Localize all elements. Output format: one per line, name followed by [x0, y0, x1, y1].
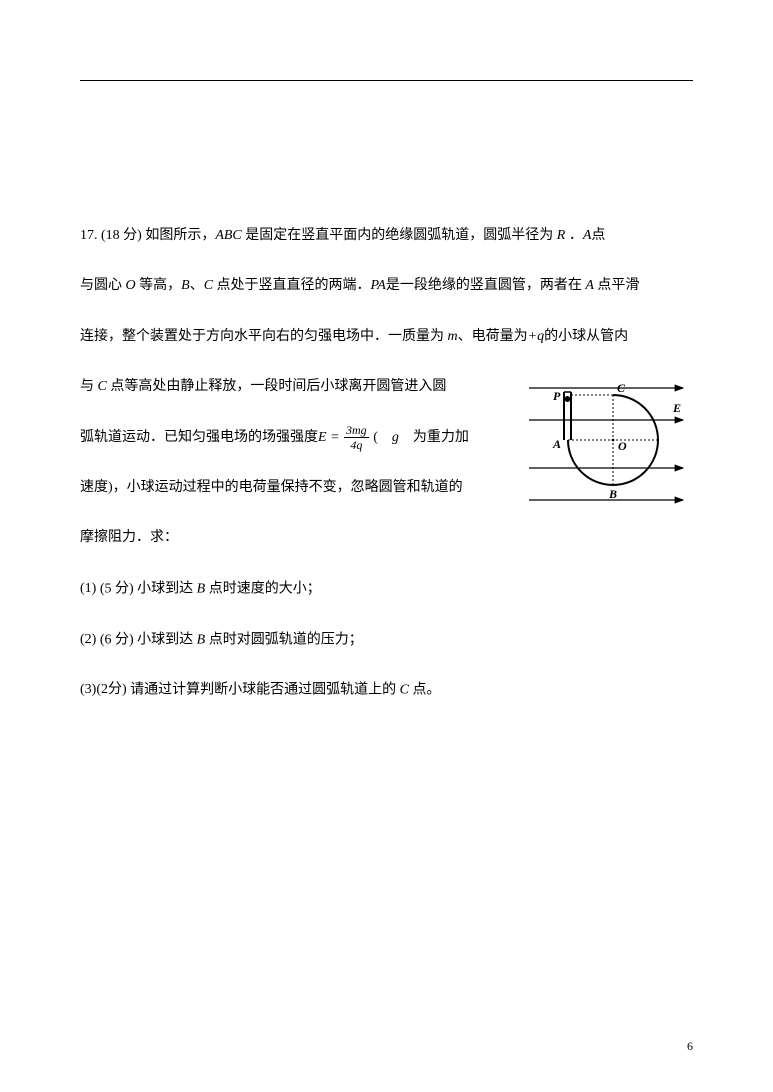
var-C2: C	[98, 379, 107, 394]
t2f: 点平滑	[594, 278, 640, 293]
t3a: 连接，整个装置处于方向水平向右的匀强电场中．一质量为	[80, 329, 448, 344]
line-1: 17. (18 分) 如图所示，ABC 是固定在竖直平面内的绝缘圆弧轨道，圆弧半…	[80, 211, 693, 261]
sub-question-1: (1) (5 分) 小球到达 B 点时速度的大小；	[80, 564, 693, 615]
sub3-text2: 点。	[409, 683, 441, 698]
sub1-label: (1)	[80, 564, 96, 614]
fraction: 3mg4q	[344, 424, 369, 451]
page: 17. (18 分) 如图所示，ABC 是固定在竖直平面内的绝缘圆弧轨道，圆弧半…	[0, 0, 773, 1092]
var-C1: C	[204, 278, 213, 293]
sub2-text2: 点时对圆弧轨道的压力；	[205, 632, 363, 647]
var-abc: ABC	[215, 228, 241, 243]
t6a: 速度)，小球运动过程中的电荷量保持不变，忽略圆管和轨道的	[80, 480, 463, 495]
t2a: 与圆心	[80, 278, 126, 293]
fig-label-C: C	[617, 381, 626, 395]
fig-label-E: E	[672, 401, 681, 415]
var-A2: A	[585, 278, 594, 293]
sub2-text: 小球到达	[137, 632, 197, 647]
sub2-pts: (6 分)	[100, 632, 134, 647]
var-plusq: +q	[528, 329, 544, 344]
t1a: 如图所示，	[145, 228, 215, 243]
t5a: 弧轨道运动．已知匀强电场的场强强度	[80, 430, 318, 445]
var-B: B	[181, 278, 190, 293]
eq-E: E	[318, 430, 327, 445]
t7a: 摩擦阻力．求：	[80, 530, 178, 545]
t3b: 、电荷量为	[458, 329, 528, 344]
figure: P A O B C E	[523, 370, 693, 520]
var-O: O	[126, 278, 136, 293]
var-R: R	[557, 228, 569, 243]
t5c: 为重力加	[399, 430, 469, 445]
var-m: m	[448, 329, 458, 344]
t4b: 点等高处由静止释放，一段时间后小球离开圆管进入圆	[107, 379, 447, 394]
t4a: 与	[80, 379, 98, 394]
line-7: 摩擦阻力．求：	[80, 513, 693, 563]
frac-den: 4q	[344, 438, 369, 451]
t2b: 等高，	[136, 278, 182, 293]
header-rule	[80, 80, 693, 81]
sub2-label: (2)	[80, 615, 96, 665]
var-g: g	[392, 430, 399, 445]
fig-label-P: P	[553, 389, 561, 403]
sub-question-3: (3)(2分) 请通过计算判断小球能否通过圆弧轨道上的 C 点。	[80, 665, 693, 716]
t1d: 点	[591, 228, 605, 243]
t5b: (	[370, 430, 392, 445]
fig-label-O: O	[618, 439, 627, 453]
t3c: 的小球从管内	[544, 329, 628, 344]
sub3-C: C	[400, 683, 409, 698]
question-body: 17. (18 分) 如图所示，ABC 是固定在竖直平面内的绝缘圆弧轨道，圆弧半…	[80, 211, 693, 716]
figure-svg: P A O B C E	[523, 370, 693, 520]
t1b: 是固定在竖直平面内的绝缘圆弧轨道，圆弧半径为	[245, 228, 553, 243]
sub1-B: B	[197, 581, 206, 596]
page-number: 6	[687, 1039, 693, 1054]
sub-question-2: (2) (6 分) 小球到达 B 点时对圆弧轨道的压力；	[80, 615, 693, 666]
t2c: 、	[190, 278, 204, 293]
eq-sign: =	[327, 430, 343, 445]
t2e: 是一段绝缘的竖直圆管，两者在	[386, 278, 586, 293]
sub3-text: 请通过计算判断小球能否通过圆弧轨道上的	[130, 683, 400, 698]
q-points: (18 分)	[101, 228, 142, 243]
sub1-text2: 点时速度的大小；	[205, 581, 321, 596]
sub3-label: (3)(2分)	[80, 665, 127, 715]
figure-wrap: P A O B C E 与 C 点等高处由静止释放，一段时间后小球离开圆管进入圆…	[80, 362, 693, 564]
q-number: 17.	[80, 228, 98, 243]
line-3: 连接，整个装置处于方向水平向右的匀强电场中．一质量为 m、电荷量为+q的小球从管…	[80, 312, 693, 362]
sub1-text: 小球到达	[137, 581, 197, 596]
sub2-B: B	[197, 632, 206, 647]
frac-num: 3mg	[344, 424, 369, 438]
line-2: 与圆心 O 等高，B、C 点处于竖直直径的两端．PA是一段绝缘的竖直圆管，两者在…	[80, 261, 693, 311]
fig-label-B: B	[608, 487, 617, 501]
t1c: ．	[569, 228, 583, 243]
t2d: 点处于竖直直径的两端．	[213, 278, 371, 293]
fig-label-A: A	[552, 437, 561, 451]
sub1-pts: (5 分)	[100, 581, 134, 596]
var-PA: PA	[371, 278, 386, 293]
